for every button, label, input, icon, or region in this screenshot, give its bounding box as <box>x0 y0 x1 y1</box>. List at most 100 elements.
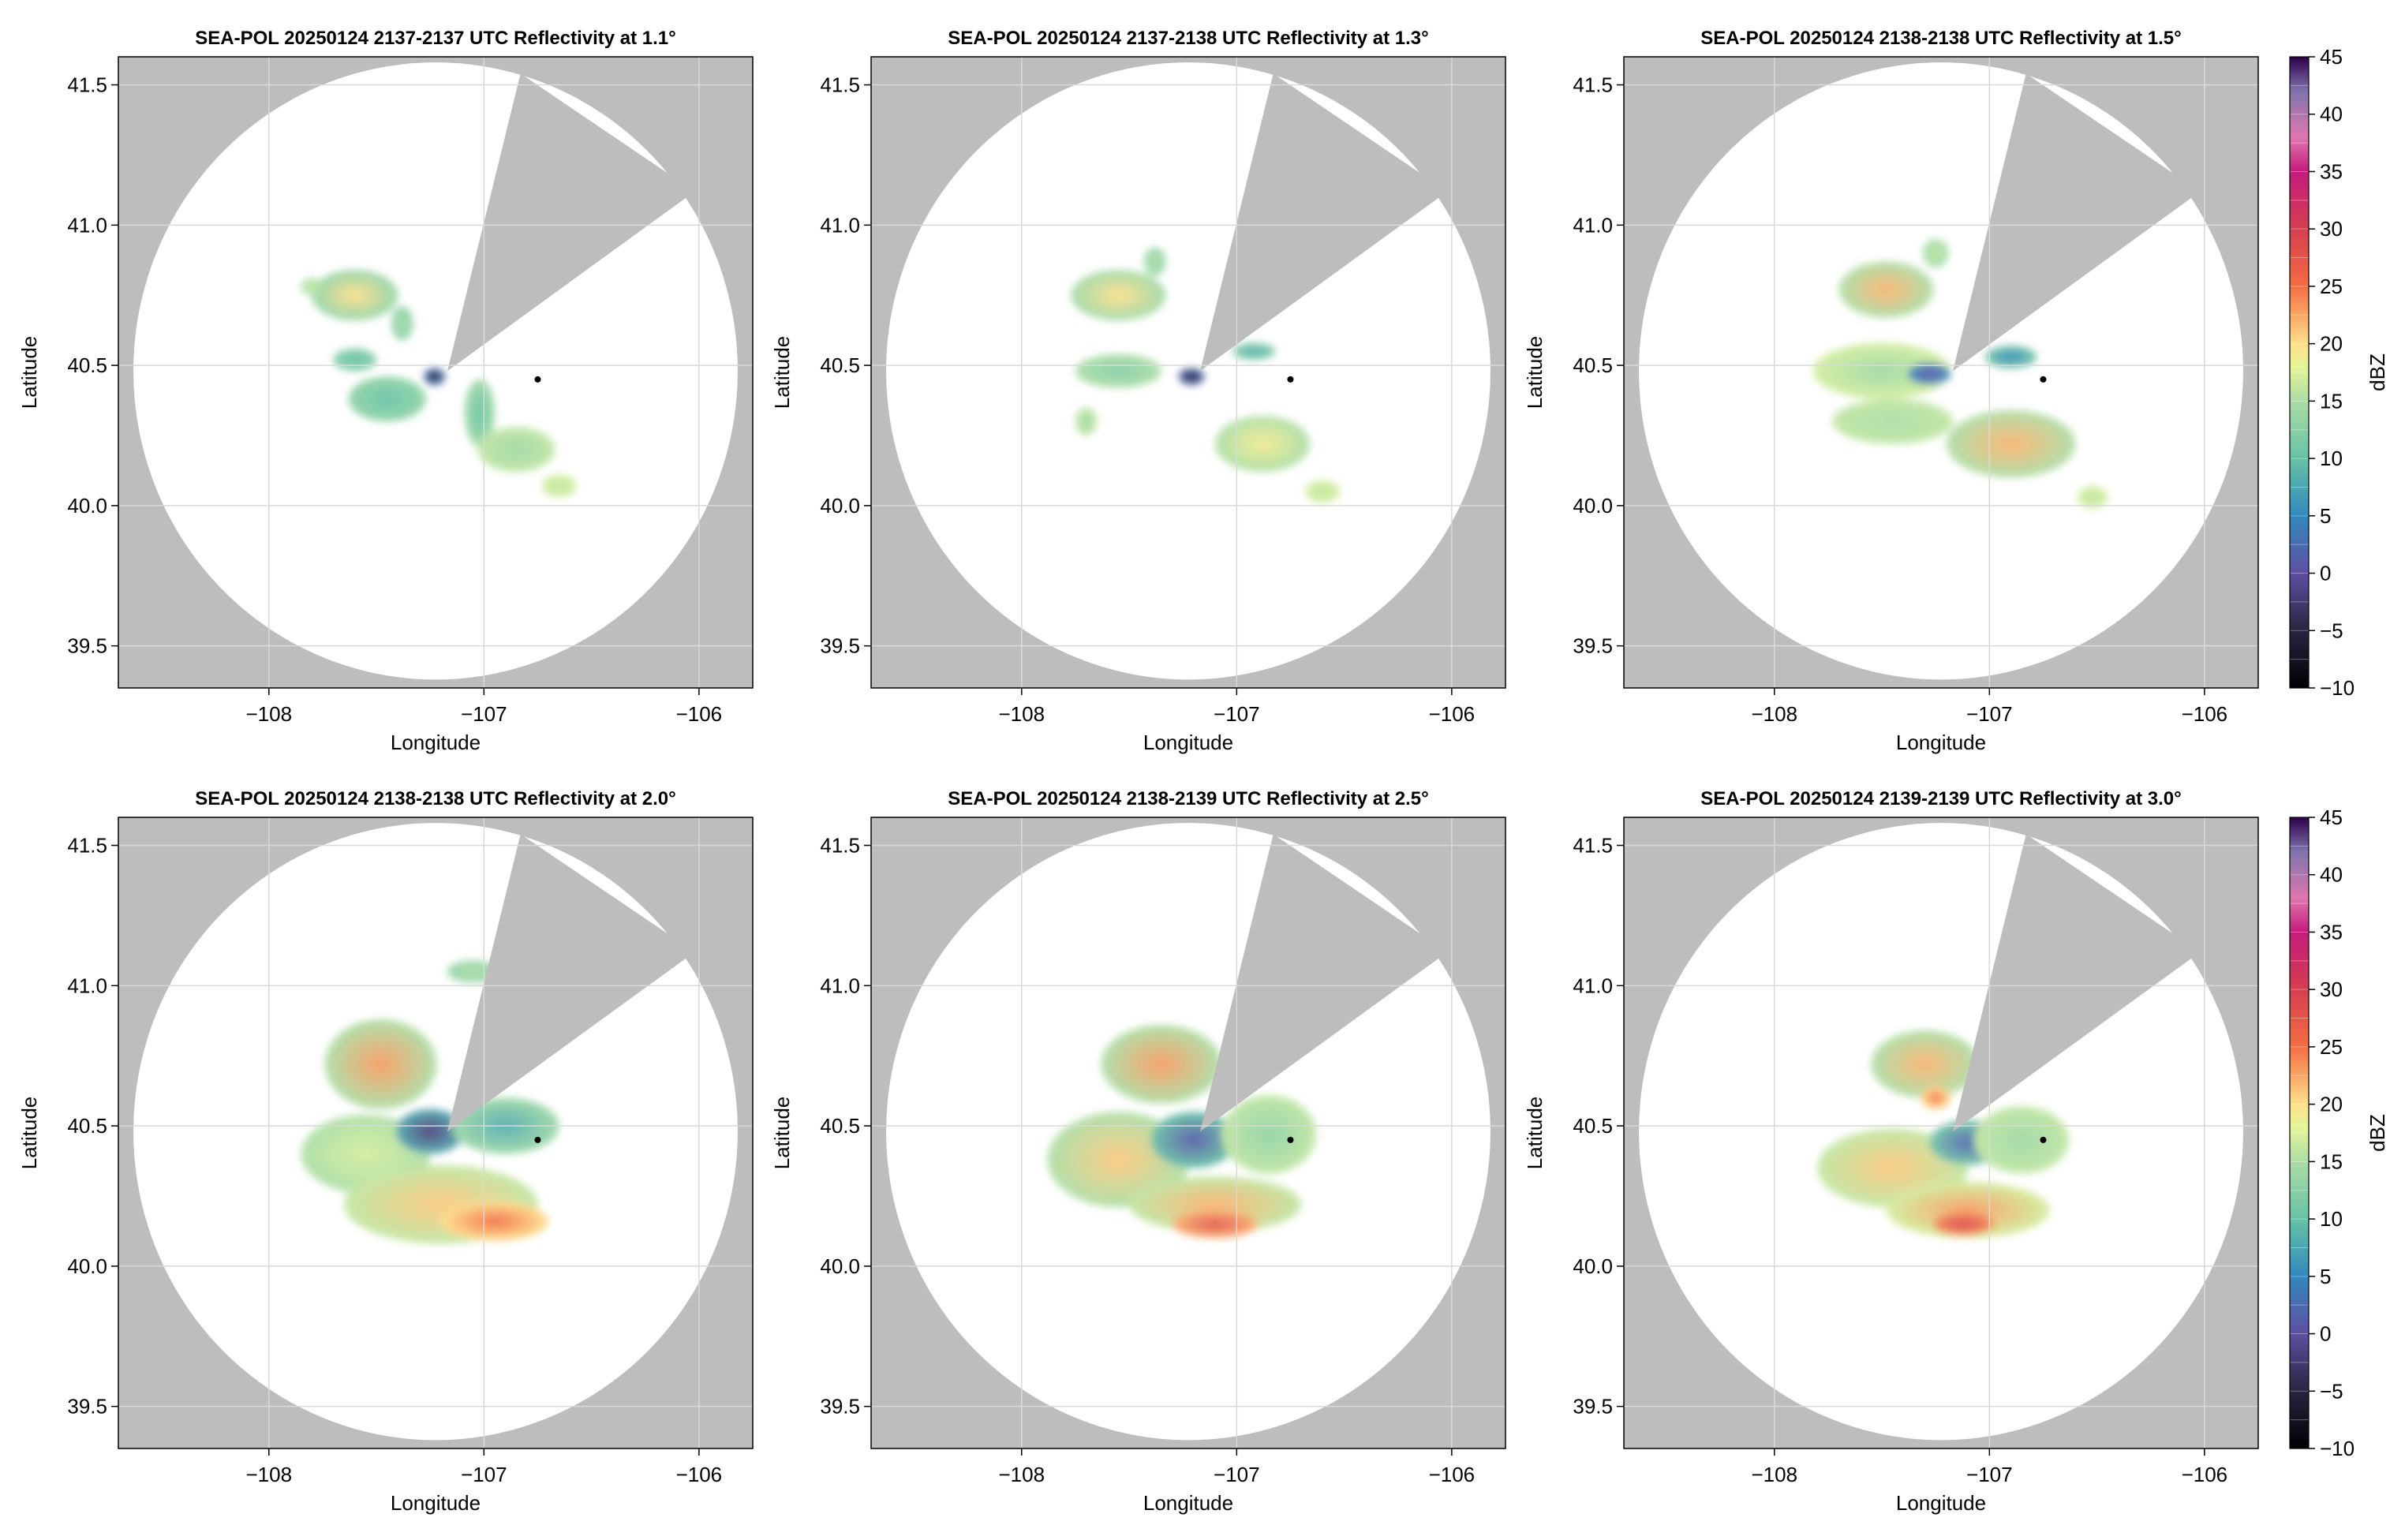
x-tick-label: −107 <box>1214 1463 1260 1486</box>
y-tick-label: 41.5 <box>1573 73 1613 97</box>
panel-frame <box>870 56 1506 689</box>
blanked-sector <box>1953 73 2201 372</box>
echo-cell <box>1178 368 1205 386</box>
colorbar-tick-label: 35 <box>2320 920 2343 944</box>
echo-cell <box>1101 1025 1222 1104</box>
colorbar-tick-label: 45 <box>2320 806 2343 829</box>
colorbar-tick-label: 0 <box>2320 562 2331 585</box>
y-tick-label: 40.5 <box>820 1114 860 1138</box>
echo-cell <box>464 379 495 447</box>
y-tick-label: 41.0 <box>1573 974 1613 997</box>
echo-cell <box>395 1108 465 1154</box>
echo-cell <box>348 376 426 422</box>
y-tick-label: 41.5 <box>67 73 107 97</box>
echo-cell <box>424 368 446 386</box>
y-axis-label: Latitude <box>770 336 794 409</box>
x-tick-label: −108 <box>245 702 292 726</box>
x-axis-label: Longitude <box>391 1491 481 1515</box>
site-marker <box>2040 1136 2047 1143</box>
echo-cell <box>1075 407 1098 435</box>
panel-6 <box>1624 817 2258 1448</box>
y-axis-label: Latitude <box>770 1097 794 1170</box>
x-tick-label: −107 <box>1966 702 2013 726</box>
panel-frame <box>118 817 754 1449</box>
panel-4 <box>118 817 753 1448</box>
x-tick-label: −106 <box>1429 1463 1476 1486</box>
y-tick-label: 40.5 <box>1573 1114 1613 1138</box>
echo-cell <box>2078 486 2108 509</box>
colorbar-tick-label: 0 <box>2320 1322 2331 1346</box>
echo-layer <box>1047 1025 1317 1239</box>
echo-cell <box>1933 1213 1994 1235</box>
colorbar-frame <box>2289 56 2310 689</box>
y-tick-label: 41.0 <box>1573 213 1613 237</box>
colorbar-tick-label: 15 <box>2320 389 2343 413</box>
y-tick-label: 40.5 <box>820 353 860 377</box>
y-tick-label: 39.5 <box>820 1395 860 1419</box>
y-tick-label: 39.5 <box>820 634 860 658</box>
x-tick-label: −108 <box>998 1463 1045 1486</box>
colorbar-tick-label: 5 <box>2320 504 2331 528</box>
echo-cell <box>1838 261 1934 318</box>
colorbar-fill <box>2290 57 2309 688</box>
y-tick-label: 39.5 <box>67 634 107 658</box>
colorbar-tick-label: 25 <box>2320 1035 2343 1059</box>
x-tick-label: −107 <box>1214 702 1260 726</box>
panel-title: SEA-POL 20250124 2138-2139 UTC Reflectiv… <box>948 788 1428 809</box>
echo-cell <box>1215 416 1310 473</box>
colorbar-tick-label: 25 <box>2320 275 2343 298</box>
x-axis-label: Longitude <box>1896 1491 1986 1515</box>
site-marker <box>2040 376 2047 383</box>
echo-layer <box>1812 239 2108 509</box>
panel-frame <box>1623 817 2259 1449</box>
echo-cell <box>1886 1182 2050 1239</box>
echo-cell <box>1984 346 2037 368</box>
x-tick-label: −108 <box>1751 1463 1797 1486</box>
echo-layer <box>1071 247 1341 503</box>
colorbar-tick-label: 20 <box>2320 332 2343 356</box>
x-tick-label: −106 <box>2182 1463 2228 1486</box>
colorbar-tick-label: 30 <box>2320 217 2343 241</box>
colorbar-tick-label: 10 <box>2320 447 2343 470</box>
blanked-sector <box>447 834 695 1132</box>
y-axis-label: Latitude <box>17 336 41 409</box>
blanked-sector <box>1953 834 2201 1132</box>
echo-cell <box>1921 1086 1951 1109</box>
echo-cell <box>1172 1209 1259 1239</box>
y-tick-label: 41.5 <box>1573 834 1613 858</box>
y-tick-label: 40.5 <box>1573 353 1613 377</box>
y-tick-label: 39.5 <box>1573 634 1613 658</box>
site-marker <box>534 1136 541 1143</box>
y-tick-label: 41.5 <box>820 834 860 858</box>
site-marker <box>1287 376 1294 383</box>
echo-cell <box>1832 398 1953 444</box>
y-tick-label: 40.0 <box>820 494 860 518</box>
colorbar-tick-label: −10 <box>2320 1437 2355 1460</box>
colorbar-fill <box>2290 817 2309 1448</box>
echo-cell <box>1871 1030 1979 1098</box>
y-tick-label: 41.0 <box>820 213 860 237</box>
panel-1 <box>118 57 753 688</box>
colorbar-tick-label: 45 <box>2320 45 2343 69</box>
panel-title: SEA-POL 20250124 2138-2138 UTC Reflectiv… <box>1700 28 2181 49</box>
x-tick-label: −108 <box>1751 702 1797 726</box>
echo-cell <box>1221 1095 1317 1174</box>
colorbar-tick-label: 20 <box>2320 1093 2343 1116</box>
colorbar-tick-label: 30 <box>2320 977 2343 1001</box>
y-tick-label: 41.5 <box>820 73 860 97</box>
echo-cell <box>1907 362 1951 385</box>
colorbar-tick-label: −5 <box>2320 1379 2343 1403</box>
echo-cell <box>1129 1176 1302 1233</box>
echo-cell <box>301 278 323 296</box>
blanked-sector <box>1200 834 1448 1132</box>
echo-layer <box>1817 1030 2070 1239</box>
blanked-sector <box>447 73 695 372</box>
echo-cell <box>1305 480 1341 503</box>
colorbar-tick-label: 40 <box>2320 863 2343 887</box>
panel-3 <box>1624 57 2258 688</box>
y-tick-label: 40.0 <box>67 494 107 518</box>
y-tick-label: 39.5 <box>1573 1395 1613 1419</box>
colorbar-tick-label: 35 <box>2320 159 2343 183</box>
echo-cell <box>1075 353 1161 388</box>
